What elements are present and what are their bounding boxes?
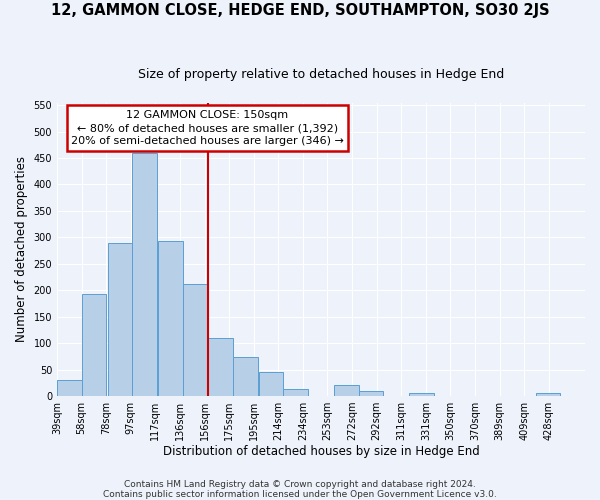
Bar bbox=[182, 284, 207, 396]
Bar bbox=[107, 242, 132, 396]
Bar bbox=[208, 338, 233, 396]
Title: Size of property relative to detached houses in Hedge End: Size of property relative to detached ho… bbox=[138, 68, 504, 80]
Bar bbox=[334, 385, 359, 396]
X-axis label: Distribution of detached houses by size in Hedge End: Distribution of detached houses by size … bbox=[163, 444, 479, 458]
Text: Contains HM Land Registry data © Crown copyright and database right 2024.
Contai: Contains HM Land Registry data © Crown c… bbox=[103, 480, 497, 499]
Bar bbox=[57, 380, 82, 396]
Bar bbox=[233, 357, 257, 396]
Text: 12, GAMMON CLOSE, HEDGE END, SOUTHAMPTON, SO30 2JS: 12, GAMMON CLOSE, HEDGE END, SOUTHAMPTON… bbox=[50, 2, 550, 18]
Bar bbox=[536, 394, 560, 396]
Text: 12 GAMMON CLOSE: 150sqm
← 80% of detached houses are smaller (1,392)
20% of semi: 12 GAMMON CLOSE: 150sqm ← 80% of detache… bbox=[71, 110, 344, 146]
Bar bbox=[259, 372, 283, 396]
Bar bbox=[359, 390, 383, 396]
Bar bbox=[132, 152, 157, 396]
Bar bbox=[82, 294, 106, 396]
Y-axis label: Number of detached properties: Number of detached properties bbox=[15, 156, 28, 342]
Bar bbox=[158, 241, 182, 396]
Bar bbox=[409, 394, 434, 396]
Bar bbox=[283, 389, 308, 396]
